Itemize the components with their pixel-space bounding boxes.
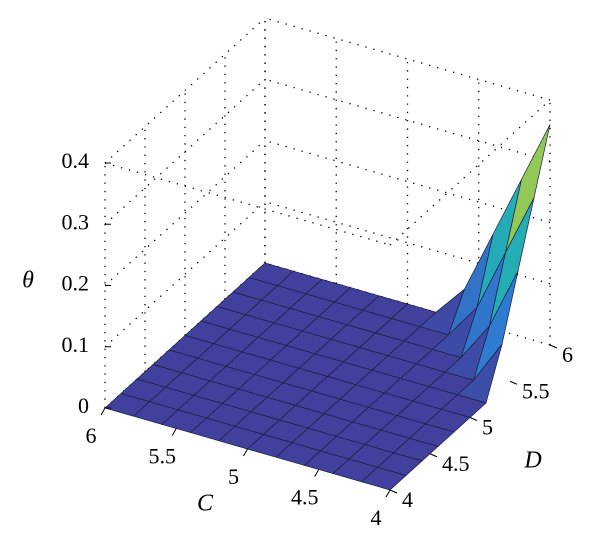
x-tick-label: 5.5 [149, 444, 177, 469]
y-axis-label: D [523, 448, 541, 474]
box-edge [104, 162, 391, 246]
z-tick-label: 0.1 [62, 332, 90, 357]
y-tick [509, 380, 518, 385]
grid-line [104, 17, 266, 164]
y-tick [469, 417, 478, 421]
x-tick-label: 4.5 [291, 485, 319, 510]
x-axis-label: C [197, 491, 214, 517]
x-tick-label: 5 [228, 464, 239, 489]
y-tick [389, 489, 398, 494]
y-tick-label: 6 [562, 342, 573, 367]
grid-line [104, 140, 266, 286]
z-tick-label: 0.2 [62, 271, 90, 296]
y-tick-label: 5 [482, 415, 493, 440]
box-edge [389, 99, 551, 246]
grid-line [104, 78, 266, 225]
x-tick [100, 407, 106, 416]
x-tick-label: 6 [86, 423, 97, 448]
z-axis-label: θ [22, 268, 34, 294]
y-tick [549, 344, 558, 349]
y-tick-label: 4 [402, 487, 413, 512]
x-tick [385, 489, 391, 498]
z-tick-label: 0.3 [62, 209, 90, 234]
x-tick-label: 4 [371, 505, 382, 530]
y-tick-label: 4.5 [442, 451, 470, 476]
x-tick [314, 469, 320, 477]
z-tick-label: 0 [78, 393, 89, 418]
grid-line [104, 201, 266, 348]
z-tick-label: 0.4 [62, 148, 90, 173]
x-tick [243, 448, 248, 457]
y-tick-label: 5.5 [522, 378, 550, 403]
surface-cell [505, 124, 551, 254]
x-tick [171, 428, 177, 436]
y-tick [429, 453, 438, 458]
surface-cell [361, 466, 407, 491]
